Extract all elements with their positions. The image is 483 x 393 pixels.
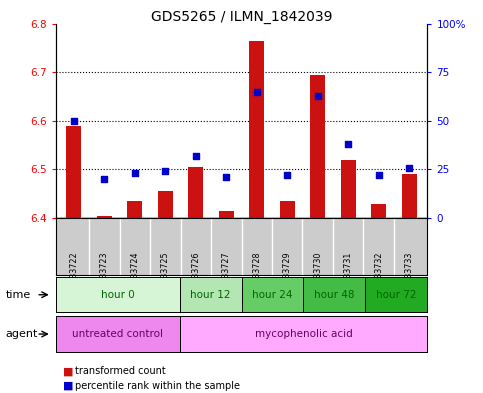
Bar [97,216,112,218]
Point [253,88,261,95]
Text: hour 72: hour 72 [376,290,417,300]
Text: hour 24: hour 24 [252,290,293,300]
Point [192,153,199,159]
Text: mycophenolic acid: mycophenolic acid [255,329,353,339]
Bar [188,167,203,218]
Bar [219,211,234,218]
Text: time: time [6,290,31,300]
Bar [341,160,356,218]
Point [375,172,383,178]
Text: ■: ■ [63,366,73,376]
Point [405,164,413,171]
Bar [249,40,264,218]
Text: untreated control: untreated control [72,329,163,339]
Text: agent: agent [6,329,38,339]
Bar [157,191,173,218]
Text: ■: ■ [63,381,73,391]
Bar [401,174,417,218]
Bar [371,204,386,218]
Point [344,141,352,147]
Point [222,174,230,180]
Text: hour 12: hour 12 [190,290,231,300]
Point [284,172,291,178]
Text: percentile rank within the sample: percentile rank within the sample [75,381,240,391]
Text: transformed count: transformed count [75,366,166,376]
Bar [66,126,82,218]
Bar [280,201,295,218]
Point [314,92,322,99]
Point [70,118,78,124]
Bar [127,201,142,218]
Text: hour 48: hour 48 [314,290,355,300]
Text: hour 0: hour 0 [100,290,134,300]
Point [100,176,108,182]
Point [131,170,139,176]
Point [161,168,169,174]
Bar [310,75,326,218]
Text: GDS5265 / ILMN_1842039: GDS5265 / ILMN_1842039 [151,10,332,24]
